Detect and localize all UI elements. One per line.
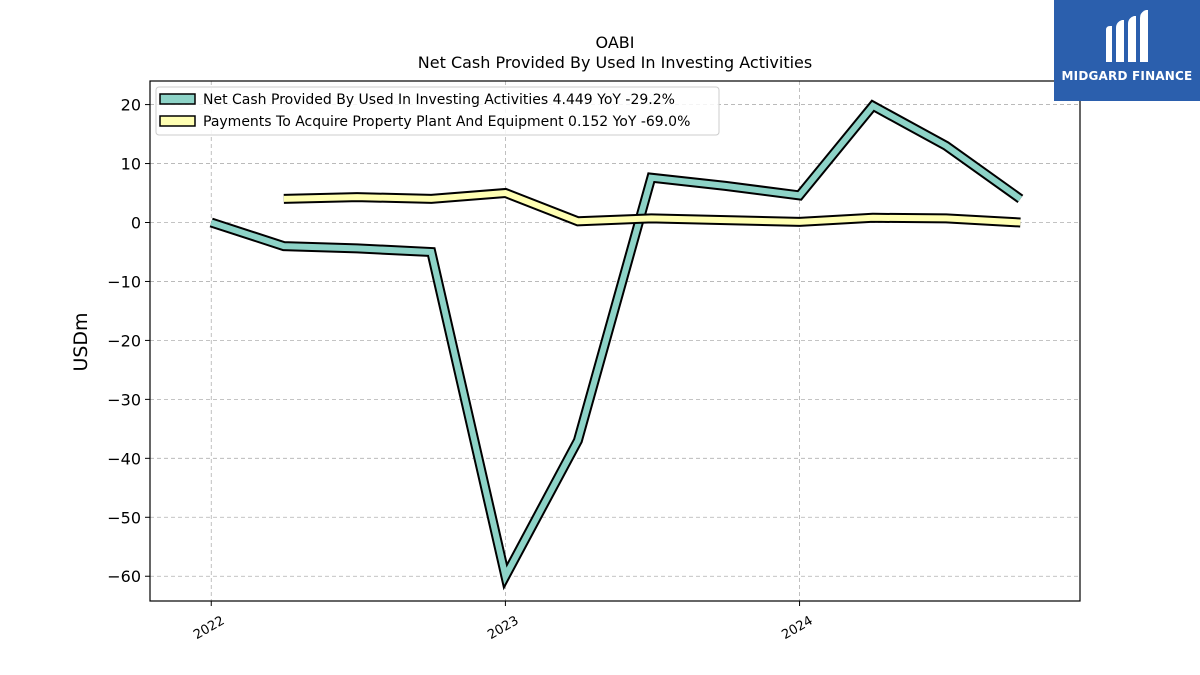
x-axis: 2022 2023 2024: [191, 601, 816, 643]
legend-box: [155, 86, 720, 136]
grid: [150, 81, 1080, 601]
chart-subtitle: Net Cash Provided By Used In Investing A…: [418, 53, 812, 72]
y-tick-label: −10: [107, 272, 141, 291]
y-axis-label: USDm: [70, 312, 92, 371]
logo-mark-icon: [1106, 10, 1148, 62]
midgard-finance-logo: MIDGARD FINANCE: [1054, 0, 1200, 101]
y-axis: 20 10 0 −10 −20 −30 −40 −50 −60: [107, 96, 150, 586]
y-tick-label: 20: [121, 96, 141, 115]
y-tick-label: −30: [107, 390, 141, 409]
y-tick-label: −60: [107, 567, 141, 586]
logo-text: MIDGARD FINANCE: [1061, 69, 1193, 83]
y-tick-label: 10: [121, 155, 141, 174]
plot-frame: [149, 80, 1081, 602]
legend-swatch-ppe: [159, 115, 196, 127]
x-tick-label: 2024: [779, 613, 815, 643]
legend-label-ppe: Payments To Acquire Property Plant And E…: [203, 114, 690, 130]
series-line-ppe: [283, 189, 1021, 226]
series-outline-net-cash: [209, 99, 1024, 591]
chart-title: OABI: [596, 33, 635, 52]
series-line-net-cash: [210, 101, 1023, 585]
y-tick-label: 0: [131, 213, 141, 232]
series-group: [209, 99, 1024, 591]
y-tick-label: −50: [107, 508, 141, 527]
legend-swatch-net-cash: [159, 93, 196, 105]
y-tick-label: −20: [107, 331, 141, 350]
x-tick-label: 2023: [485, 613, 521, 643]
y-tick-label: −40: [107, 449, 141, 468]
legend: Net Cash Provided By Used In Investing A…: [155, 86, 720, 136]
legend-label-net-cash: Net Cash Provided By Used In Investing A…: [203, 92, 675, 108]
x-tick-label: 2022: [191, 613, 227, 643]
